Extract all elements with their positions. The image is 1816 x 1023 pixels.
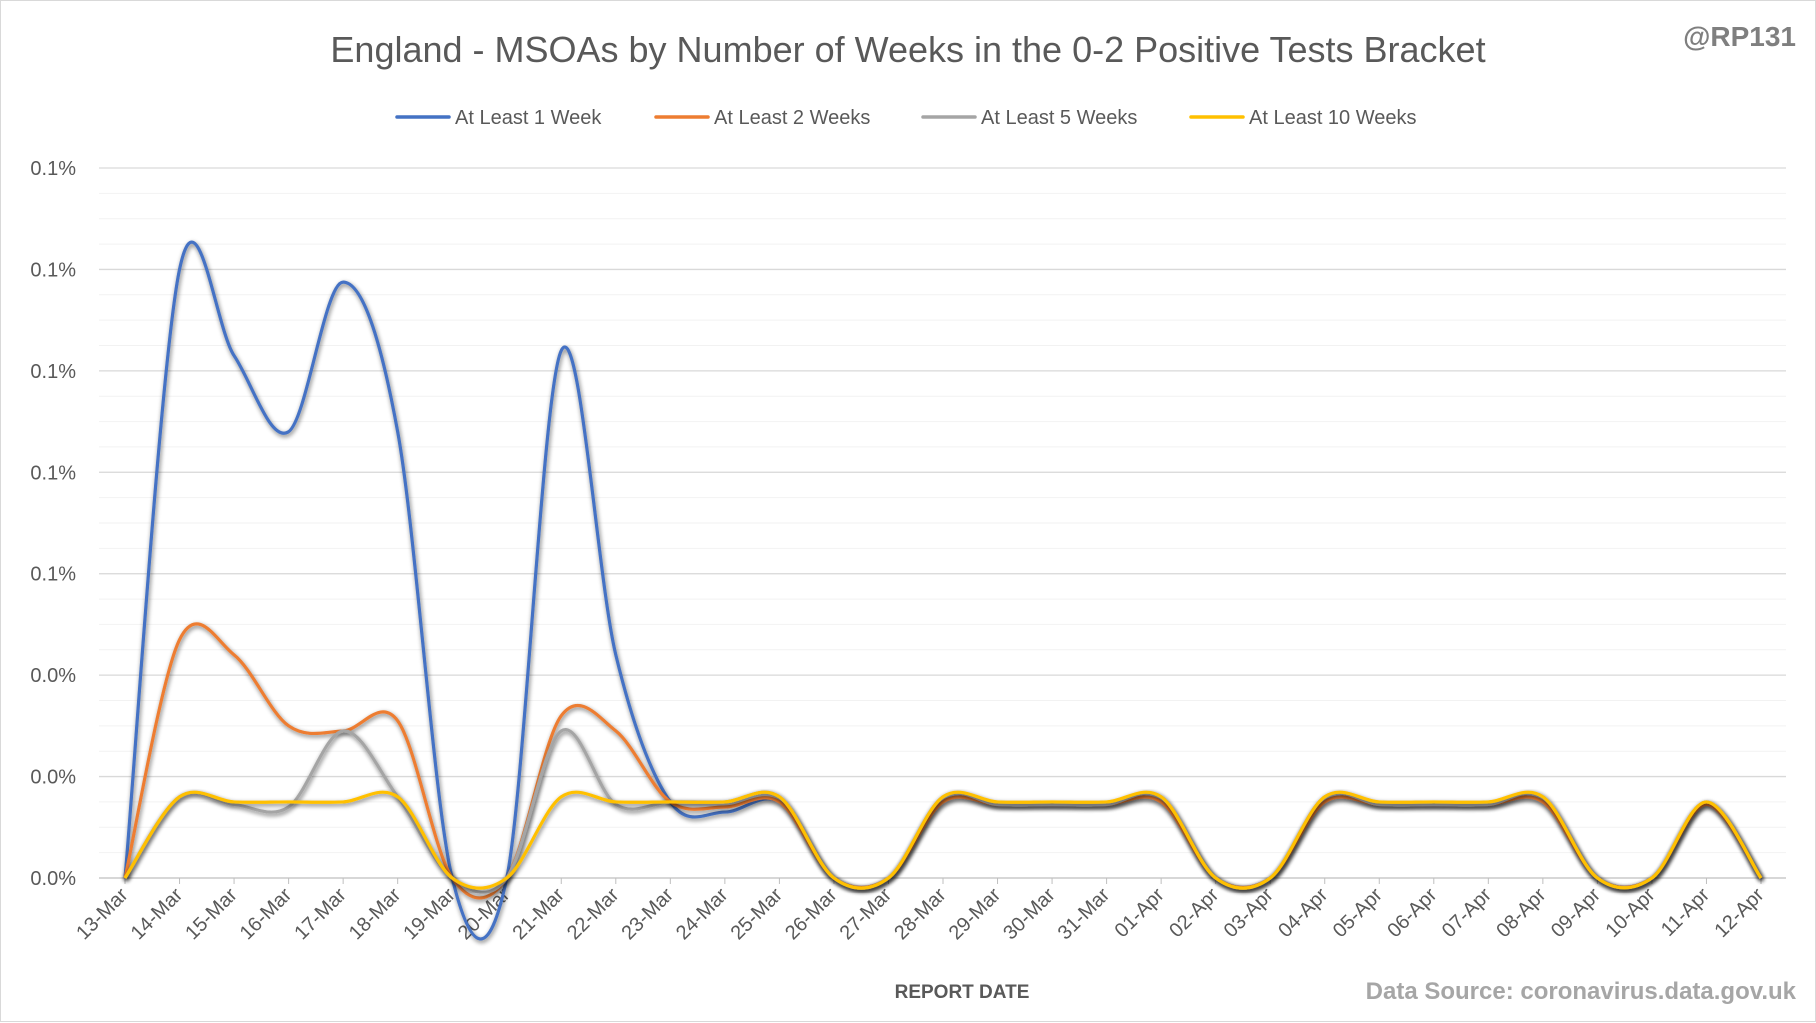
y-tick-label: 0.0% (30, 868, 76, 890)
x-tick-label: 09-Apr (1547, 884, 1605, 942)
x-tick-label: 07-Apr (1438, 884, 1496, 942)
y-tick-label: 0.1% (30, 259, 76, 281)
y-tick-label: 0.0% (30, 665, 76, 687)
x-tick-label: 19-Mar (399, 884, 460, 945)
gridlines (99, 167, 1786, 879)
x-tick-label: 05-Apr (1329, 884, 1387, 942)
x-tick-label: 23-Mar (618, 884, 679, 945)
x-tick-label: 01-Apr (1111, 884, 1169, 942)
x-tick-label: 28-Mar (890, 884, 951, 945)
x-tick-label: 08-Apr (1492, 884, 1550, 942)
x-tick-label: 27-Mar (836, 884, 897, 945)
x-tick-label: 21-Mar (508, 884, 569, 945)
series-line-1 (123, 240, 1763, 941)
x-tick-label: 10-Apr (1601, 884, 1659, 942)
x-tick-label: 14-Mar (127, 884, 188, 945)
x-tick-label: 15-Mar (181, 884, 242, 945)
x-tick-label: 26-Mar (781, 884, 842, 945)
legend-label: At Least 1 Week (455, 107, 602, 129)
y-tick-label: 0.0% (30, 767, 76, 789)
x-tick-label: 17-Mar (290, 884, 351, 945)
y-tick-label: 0.1% (30, 564, 76, 586)
x-tick-label: 04-Apr (1274, 884, 1332, 942)
x-tick-label: 02-Apr (1165, 884, 1223, 942)
chart-title: England - MSOAs by Number of Weeks in th… (330, 29, 1485, 70)
x-tick-label: 13-Mar (72, 884, 133, 945)
y-tick-label: 0.1% (30, 158, 76, 180)
y-axis: 0.0% 0.0% 0.0% 0.1% 0.1% 0.1% 0.1% 0.1% (30, 158, 76, 890)
series-line-2 (123, 622, 1763, 900)
legend-label: At Least 5 Weeks (981, 107, 1137, 129)
x-axis-title: REPORT DATE (895, 982, 1030, 1003)
x-tick-label: 16-Mar (236, 884, 297, 945)
x-tick-label: 06-Apr (1383, 884, 1441, 942)
x-tick-label: 11-Apr (1657, 884, 1714, 941)
x-tick-label: 03-Apr (1220, 884, 1278, 942)
x-tick-label: 12-Apr (1711, 884, 1769, 942)
x-tick-label: 30-Mar (999, 884, 1060, 945)
y-tick-label: 0.1% (30, 361, 76, 383)
legend-label: At Least 10 Weeks (1249, 107, 1417, 129)
x-tick-label: 31-Mar (1054, 884, 1115, 945)
legend: At Least 1 Week At Least 2 Weeks At Least … (395, 107, 1417, 129)
series-line-3 (123, 728, 1763, 895)
y-tick-label: 0.1% (30, 462, 76, 484)
author-handle: @RP131 (1683, 21, 1796, 52)
x-tick-label: 24-Mar (672, 884, 733, 945)
x-tick-label: 29-Mar (945, 884, 1006, 945)
series-lines (123, 240, 1763, 941)
x-axis: 13-Mar14-Mar15-Mar16-Mar17-Mar18-Mar19-M… (72, 878, 1769, 944)
series-line-4 (123, 790, 1763, 890)
x-tick-label: 25-Mar (727, 884, 788, 945)
x-tick-label: 18-Mar (345, 884, 406, 945)
data-source: Data Source: coronavirus.data.gov.uk (1366, 978, 1797, 1005)
legend-label: At Least 2 Weeks (714, 107, 870, 129)
x-tick-label: 22-Mar (563, 884, 624, 945)
